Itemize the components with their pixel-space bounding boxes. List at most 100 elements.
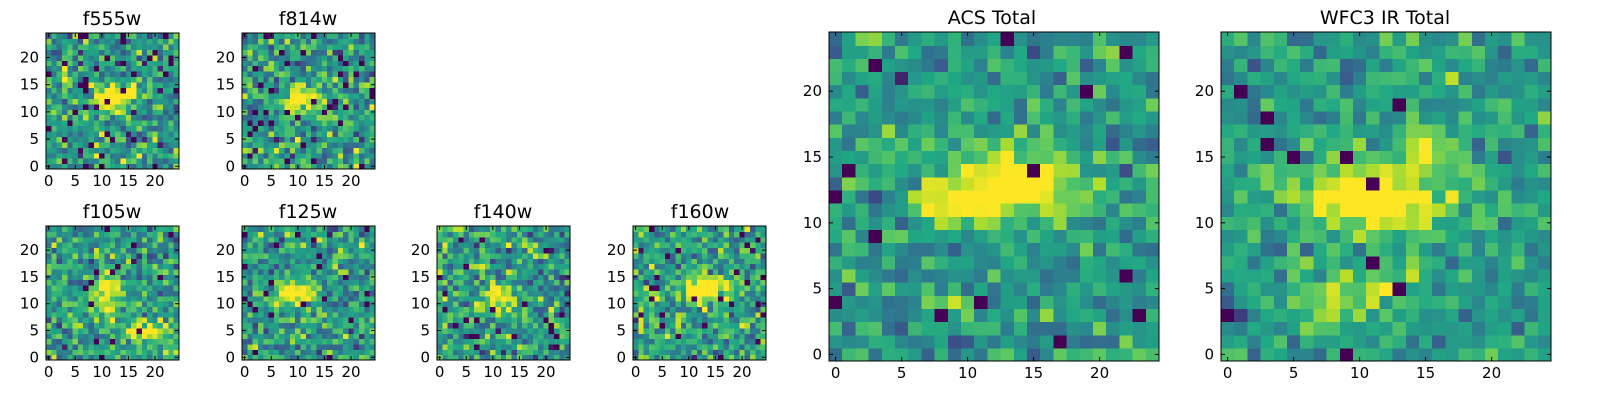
heatmap-cell bbox=[506, 301, 513, 307]
heatmap-cell bbox=[696, 274, 703, 281]
heatmap-cell bbox=[855, 203, 870, 217]
heatmap-cell bbox=[353, 109, 360, 116]
heatmap-cell bbox=[1106, 347, 1120, 362]
heatmap-cell bbox=[332, 76, 339, 83]
heatmap-cell bbox=[284, 49, 291, 56]
heatmap-cell bbox=[1379, 203, 1394, 217]
heatmap-cell bbox=[750, 354, 756, 361]
heatmap-cell bbox=[506, 338, 513, 345]
heatmap-cell bbox=[125, 136, 132, 143]
heatmap-cell bbox=[332, 354, 339, 361]
heatmap-cell bbox=[934, 347, 949, 362]
heatmap-cell bbox=[109, 349, 116, 356]
heatmap-cell bbox=[447, 268, 454, 275]
heatmap-cell bbox=[88, 284, 95, 291]
heatmap-cell bbox=[895, 137, 909, 152]
heatmap-cell bbox=[263, 54, 270, 61]
heatmap-cell bbox=[437, 333, 443, 340]
heatmap-cell bbox=[516, 317, 523, 324]
heatmap-cell bbox=[437, 279, 443, 286]
heatmap-cell bbox=[337, 338, 344, 345]
heatmap-cell bbox=[500, 279, 507, 286]
heatmap-cell bbox=[348, 136, 355, 143]
heatmap-cell bbox=[353, 343, 360, 350]
heatmap-cell bbox=[1339, 334, 1354, 349]
heatmap-cell bbox=[348, 158, 355, 165]
heatmap-cell bbox=[289, 343, 296, 350]
heatmap-cell bbox=[1027, 45, 1041, 59]
heatmap-cell bbox=[61, 295, 68, 302]
heatmap-cell bbox=[104, 284, 111, 291]
heatmap-cell bbox=[484, 263, 491, 270]
heatmap-cell bbox=[707, 295, 714, 302]
heatmap-cell bbox=[289, 71, 296, 78]
heatmap-cell bbox=[881, 58, 896, 73]
heatmap-cell bbox=[633, 242, 639, 249]
heatmap-cell bbox=[120, 130, 127, 137]
heatmap-cell bbox=[104, 71, 111, 78]
heatmap-cell bbox=[88, 103, 95, 110]
heatmap-cell bbox=[728, 274, 735, 281]
heatmap-cell bbox=[131, 54, 138, 61]
heatmap-cell bbox=[463, 295, 470, 302]
heatmap-cell bbox=[468, 231, 475, 238]
heatmap-cell bbox=[72, 317, 79, 324]
heatmap-cell bbox=[1247, 203, 1262, 217]
heatmap-cell bbox=[633, 322, 639, 329]
heatmap-cell bbox=[718, 311, 725, 318]
heatmap-cell bbox=[1392, 282, 1407, 296]
heatmap-cell bbox=[115, 147, 122, 154]
heatmap-cell bbox=[1537, 321, 1552, 336]
heatmap-cell bbox=[353, 322, 360, 329]
heatmap-cell bbox=[1221, 255, 1235, 270]
heatmap-cell bbox=[675, 247, 682, 254]
heatmap-cell bbox=[458, 284, 465, 291]
heatmap-cell bbox=[284, 290, 291, 297]
heatmap-cell bbox=[109, 71, 116, 78]
heatmap-cell bbox=[511, 333, 518, 340]
heatmap-cell bbox=[273, 247, 280, 254]
heatmap-cell bbox=[659, 311, 666, 318]
heatmap-cell bbox=[707, 274, 714, 281]
heatmap-cell bbox=[359, 158, 365, 165]
y-tick-label: 15 bbox=[20, 76, 39, 94]
heatmap-cell bbox=[83, 120, 90, 127]
heatmap-cell bbox=[718, 226, 725, 232]
heatmap-cell bbox=[252, 120, 259, 127]
heatmap-cell bbox=[755, 290, 762, 297]
heatmap-cell bbox=[638, 236, 645, 243]
axes-frame-f555w bbox=[45, 32, 180, 170]
heatmap-cell bbox=[1053, 229, 1068, 244]
heatmap-cell bbox=[147, 279, 153, 286]
heatmap-cell bbox=[718, 349, 725, 356]
heatmap-cell bbox=[543, 284, 550, 291]
y-tick-label: 15 bbox=[607, 268, 626, 286]
heatmap-cell bbox=[257, 147, 264, 154]
heatmap-cell bbox=[559, 338, 566, 345]
heatmap-cell bbox=[554, 226, 560, 232]
heatmap-cell bbox=[881, 308, 896, 323]
heatmap-cell bbox=[311, 92, 318, 99]
heatmap-cell bbox=[468, 252, 475, 259]
heatmap-cell bbox=[527, 242, 534, 249]
heatmap-cell bbox=[1300, 268, 1314, 283]
heatmap-cell bbox=[51, 87, 58, 94]
heatmap-cell bbox=[268, 327, 275, 334]
heatmap-cell bbox=[458, 338, 465, 345]
heatmap-cell bbox=[755, 343, 762, 350]
heatmap-cell bbox=[829, 189, 843, 204]
heatmap-cell bbox=[895, 32, 909, 46]
heatmap-cell bbox=[168, 236, 175, 243]
heatmap-cell bbox=[163, 120, 169, 127]
heatmap-cell bbox=[1471, 242, 1486, 257]
heatmap-cell bbox=[343, 49, 349, 56]
heatmap-cell bbox=[152, 158, 159, 165]
heatmap-cell bbox=[311, 147, 318, 154]
heatmap-cell bbox=[295, 49, 302, 56]
heatmap-cell bbox=[686, 290, 693, 297]
heatmap-cell bbox=[691, 226, 698, 232]
heatmap-cell bbox=[659, 236, 666, 243]
heatmap-cell bbox=[1106, 32, 1120, 46]
heatmap-cell bbox=[332, 301, 339, 307]
heatmap-cell bbox=[311, 98, 318, 105]
